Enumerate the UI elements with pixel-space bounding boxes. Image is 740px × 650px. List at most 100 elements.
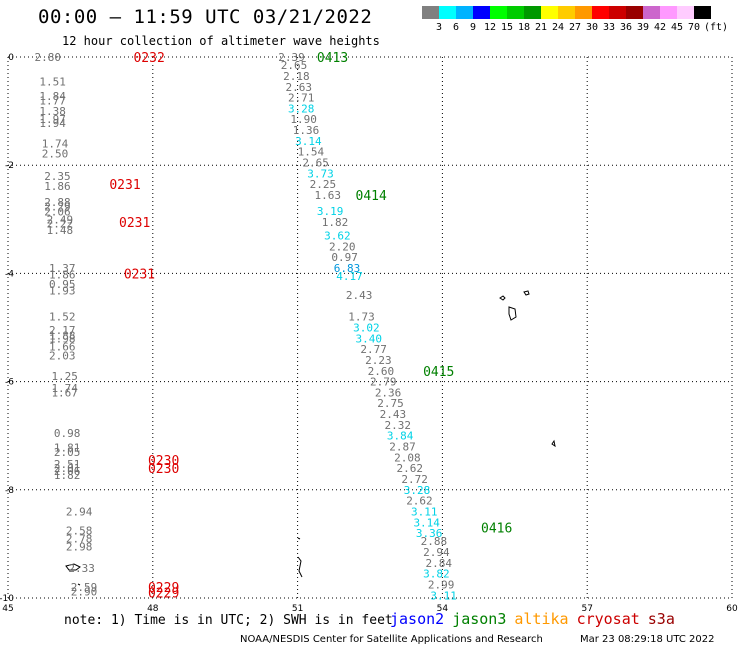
legend-tick-label: 12	[483, 22, 497, 33]
swh-value-label: 2.71	[288, 92, 315, 105]
swh-value-label: 0.98	[54, 427, 81, 440]
legend-swatch	[694, 6, 711, 19]
swh-value-label: 3.40	[356, 332, 383, 345]
legend-swatch	[558, 6, 575, 19]
longitude-label: 60	[726, 604, 738, 614]
swh-value-label: 1.37	[49, 262, 76, 275]
pass-time-label: 0229	[148, 587, 179, 602]
swh-value-label: 2.36	[375, 386, 402, 399]
swh-value-label: 4.17	[336, 270, 363, 283]
swh-value-label: 2.58	[66, 524, 93, 537]
swh-value-label: 2.94	[66, 505, 93, 518]
swh-value-label: 3.62	[324, 230, 351, 243]
swh-value-label: 3.28	[404, 484, 431, 497]
legend-swatch	[643, 6, 660, 19]
swh-value-label: 2.05	[54, 446, 81, 459]
swh-value-label: 2.03	[49, 350, 76, 363]
swh-value-label: 2.39	[278, 51, 305, 64]
swh-value-label: 2.84	[426, 557, 453, 570]
legend-tick-label: 6	[452, 22, 460, 33]
swh-value-label: 0.95	[49, 278, 76, 291]
swh-value-label: 6.83	[334, 262, 361, 275]
swh-value-label: 2.65	[302, 156, 329, 169]
legend-swatch	[575, 6, 592, 19]
legend-tick-label: 9	[469, 22, 477, 33]
legend-swatch	[609, 6, 626, 19]
swh-value-label: 3.84	[387, 430, 414, 443]
legend-swatch	[677, 6, 694, 19]
swh-value-label: 2.29	[44, 200, 70, 213]
swh-value-label: 2.32	[384, 419, 411, 432]
swh-value-label: 2.06	[44, 206, 70, 219]
longitude-label: 54	[437, 604, 449, 614]
swh-value-label: 2.77	[360, 343, 387, 356]
swh-value-label: 1.63	[314, 189, 341, 202]
swh-value-label: 1.82	[54, 469, 81, 482]
swh-value-label: 2.65	[281, 59, 308, 72]
swh-value-label: 1.48	[47, 224, 74, 237]
swh-value-label: 1.36	[293, 124, 320, 137]
swh-value-label: 2.49	[47, 213, 74, 226]
legend-tick-label: 42	[653, 22, 667, 33]
swh-value-label: 2.43	[380, 408, 407, 421]
swh-value-label: 2.75	[377, 397, 404, 410]
island-outline-seychelles-north	[499, 290, 530, 321]
page-title: 00:00 — 11:59 UTC 03/21/2022	[38, 6, 373, 28]
swh-value-label: 2.18	[283, 70, 310, 83]
legend-tick-label: 21	[534, 22, 548, 33]
swh-value-label: 1.74	[42, 138, 69, 151]
swh-value-label: 2.98	[66, 541, 93, 554]
legend-tick-label: 70	[687, 22, 701, 33]
pass-time-label: 0230	[148, 462, 179, 477]
legend-tick-label: 39	[636, 22, 650, 33]
latitude-label: 0	[8, 53, 14, 63]
legend-tick-label: 24	[551, 22, 565, 33]
legend-swatch	[456, 6, 473, 19]
longitude-label: 48	[147, 604, 159, 614]
swh-value-label: 2.01	[54, 462, 81, 475]
legend-swatch	[439, 6, 456, 19]
legend-unit-label: (ft)	[703, 22, 729, 33]
swh-value-label: 3.28	[288, 102, 315, 115]
swh-value-label: 2.62	[406, 495, 433, 508]
swh-value-label: 2.72	[401, 473, 428, 486]
satellite-jason3: jason3	[452, 610, 507, 628]
generated-timestamp: Mar 23 08:29:18 UTC 2022	[580, 634, 715, 645]
swh-value-label: 2.51	[54, 458, 81, 471]
swh-value-label: 2.08	[394, 451, 421, 464]
legend-tick-label: 18	[517, 22, 531, 33]
pass-time-label: 0231	[109, 178, 140, 193]
swh-value-label: 1.88	[49, 330, 76, 343]
swh-value-label: 2.88	[421, 535, 448, 548]
swh-value-label: 1.84	[39, 90, 66, 103]
satellite-cryosat: cryosat	[576, 610, 640, 628]
swh-value-label: 3.11	[411, 505, 438, 518]
longitude-label: 45	[2, 604, 13, 614]
page-subtitle: 12 hour collection of altimeter wave hei…	[62, 34, 380, 48]
swh-value-label: 1.54	[298, 146, 325, 159]
legend-swatch	[626, 6, 643, 19]
legend-swatch	[541, 6, 558, 19]
swh-value-label: 2.62	[397, 462, 424, 475]
swh-value-label: 2.99	[428, 578, 455, 591]
pass-time-label: 0413	[317, 51, 348, 66]
swh-value-label: 1.77	[39, 94, 66, 107]
swh-value-label: 1.67	[51, 386, 78, 399]
latitude-label: -10	[0, 594, 14, 604]
legend-swatch	[490, 6, 507, 19]
swh-value-label: 1.81	[54, 442, 81, 455]
legend-tick-label: 36	[619, 22, 633, 33]
pass-time-label: 0229	[148, 581, 179, 596]
swh-value-label: 1.90	[290, 113, 317, 126]
swh-value-label: 3.82	[423, 568, 450, 581]
latitude-label: -4	[5, 269, 14, 279]
legend-swatch	[660, 6, 677, 19]
latitude-label: -2	[5, 161, 14, 171]
swh-value-label: 2.20	[329, 240, 356, 253]
island-outlines	[65, 290, 556, 586]
track-labels: 2.801.511.841.771.381.971.941.742.502.35…	[35, 51, 513, 602]
swh-value-label: 2.59	[71, 581, 98, 594]
swh-value-label: 1.97	[39, 113, 66, 126]
satellite-s3a: s3a	[647, 610, 675, 628]
